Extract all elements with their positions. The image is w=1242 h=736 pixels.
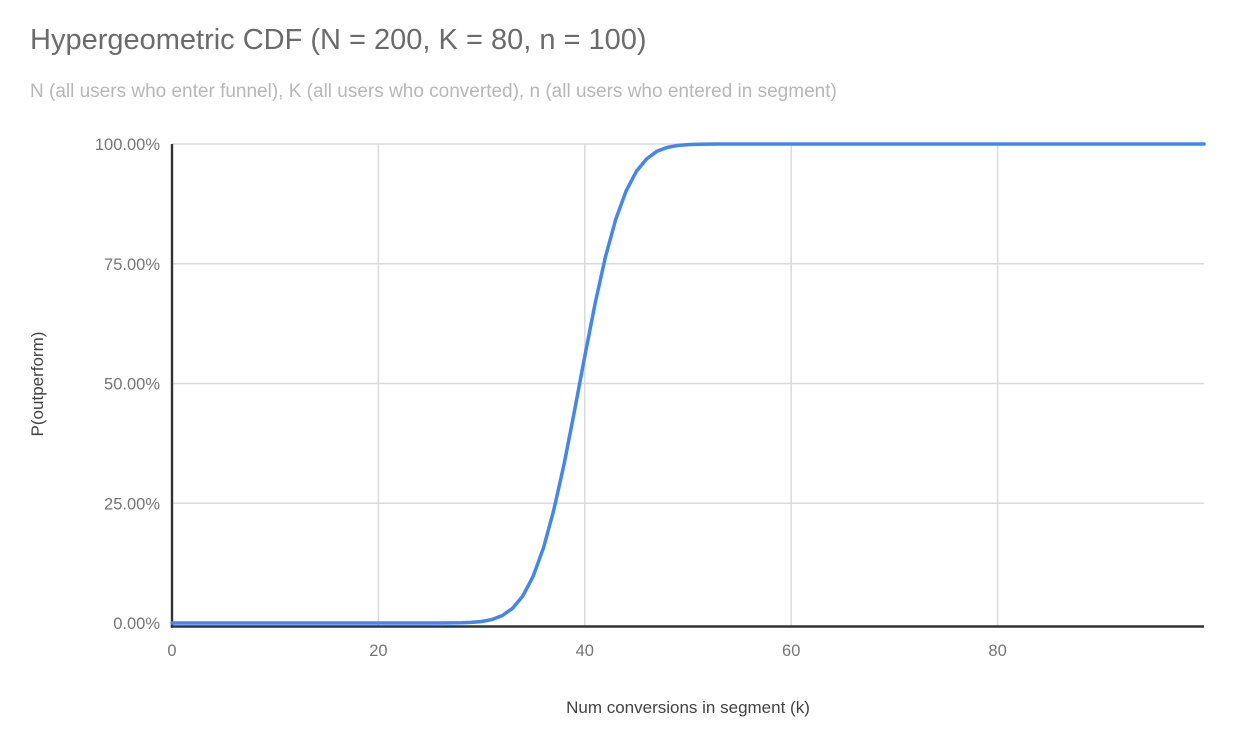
x-axis-title: Num conversions in segment (k)	[566, 698, 810, 717]
x-tick-label: 0	[167, 642, 176, 660]
chart-subtitle: N (all users who enter funnel), K (all u…	[30, 81, 837, 102]
x-tick-label: 40	[576, 642, 594, 660]
x-tick-label: 80	[988, 642, 1006, 660]
chart-title: Hypergeometric CDF (N = 200, K = 80, n =…	[30, 24, 647, 56]
cdf-curve	[170, 142, 1206, 625]
x-tick-label: 60	[782, 642, 800, 660]
y-tick-label: 25.00%	[104, 495, 160, 513]
x-tick-label: 20	[369, 642, 387, 660]
y-tick-label: 75.00%	[104, 256, 160, 274]
y-tick-label: 100.00%	[95, 136, 160, 154]
y-tick-label: 0.00%	[113, 615, 160, 633]
y-tick-label: 50.00%	[104, 376, 160, 394]
